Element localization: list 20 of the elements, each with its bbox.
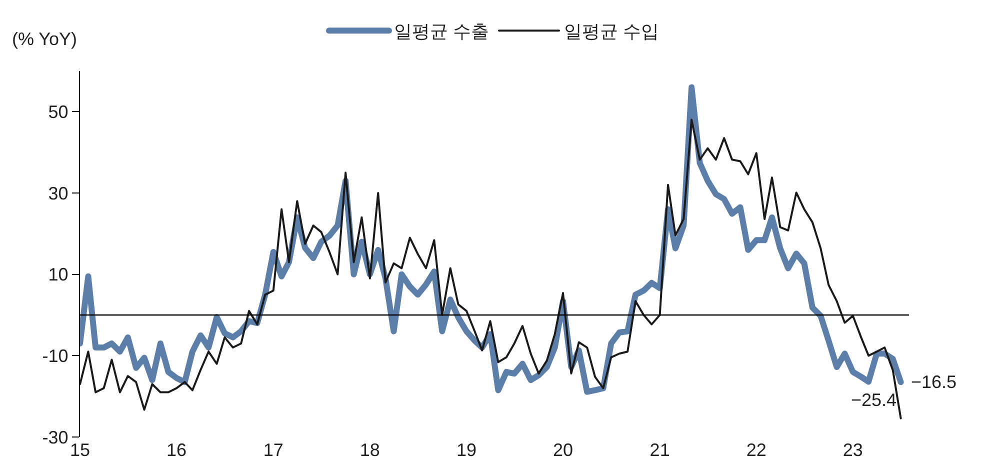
x-tick-label: 17 bbox=[263, 440, 284, 460]
x-tick-label: 21 bbox=[650, 440, 670, 460]
legend-label: 일평균 수입 bbox=[564, 22, 660, 42]
x-tick-label: 23 bbox=[842, 440, 863, 460]
x-tick-label: 19 bbox=[456, 440, 476, 460]
y-tick-label: 10 bbox=[48, 264, 68, 285]
y-tick-label: -10 bbox=[42, 346, 68, 366]
x-tick-label: 20 bbox=[552, 440, 574, 460]
y-tick-label: -30 bbox=[42, 427, 68, 448]
x-tick-label: 15 bbox=[70, 440, 90, 460]
x-tick-label: 16 bbox=[166, 440, 187, 460]
x-tick-label: 18 bbox=[360, 440, 380, 460]
x-tick-label: 22 bbox=[746, 440, 766, 460]
annotation: −16.5 bbox=[911, 372, 957, 392]
annotation: −25.4 bbox=[851, 390, 897, 410]
y-tick-label: 50 bbox=[48, 102, 68, 122]
y-tick-label: 30 bbox=[48, 183, 68, 204]
legend-label: 일평균 수출 bbox=[394, 22, 490, 42]
y-axis-title: (% YoY) bbox=[12, 29, 78, 49]
line-series bbox=[80, 118, 902, 420]
